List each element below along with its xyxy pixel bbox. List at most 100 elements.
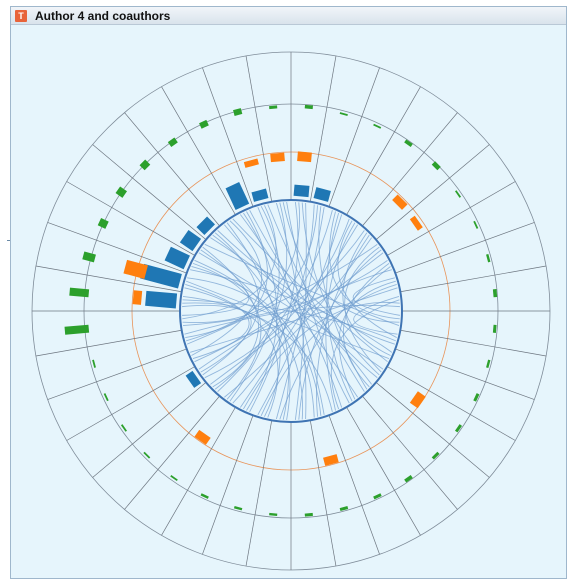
chord-link: [217, 230, 395, 345]
green-bar: [269, 105, 278, 110]
orange-bar: [392, 194, 408, 210]
sector-spoke: [309, 420, 337, 567]
window-titlebar[interactable]: T Author 4 and coauthors: [11, 7, 566, 25]
green-bar: [233, 506, 243, 511]
green-bar: [486, 359, 491, 369]
chord-link: [182, 259, 388, 327]
chord-link: [249, 202, 299, 413]
sector-spoke: [66, 181, 196, 256]
chord-link: [326, 212, 353, 402]
chord-link: [182, 302, 252, 376]
green-bar: [339, 112, 348, 116]
chord-link: [282, 202, 400, 323]
green-bar: [103, 393, 109, 402]
green-bar: [200, 493, 209, 499]
chord-link: [204, 218, 350, 379]
app-t-icon: T: [15, 9, 27, 22]
orange-bar: [270, 152, 285, 163]
sector-spoke: [66, 366, 196, 441]
chord-link: [186, 243, 378, 345]
blue-bar: [293, 184, 310, 198]
green-bar: [492, 324, 497, 333]
chord-link: [184, 287, 279, 418]
green-bar: [486, 253, 491, 263]
blue-bar: [140, 263, 182, 289]
green-bar: [473, 393, 480, 402]
blue-bar: [185, 370, 202, 388]
chord-link: [298, 249, 382, 420]
green-bar: [170, 474, 178, 482]
sector-spoke: [362, 395, 458, 510]
chord-link: [337, 220, 397, 338]
sector-spoke: [309, 55, 337, 202]
sector-spoke: [395, 222, 535, 274]
sector-spoke: [400, 329, 547, 357]
orange-bar: [297, 151, 312, 163]
green-bar: [92, 359, 96, 368]
green-bar: [304, 512, 313, 517]
green-bar: [373, 493, 382, 500]
sector-spoke: [400, 265, 547, 293]
green-bar: [82, 251, 96, 263]
orange-bar: [194, 429, 211, 445]
sector-spoke: [346, 86, 421, 216]
chord-link: [279, 266, 391, 420]
splitter-handle[interactable]: [7, 240, 10, 241]
sector-spoke: [245, 55, 273, 202]
sector-spoke: [35, 265, 182, 293]
sector-spoke: [328, 67, 380, 207]
sector-spoke: [328, 415, 380, 555]
sector-spoke: [92, 382, 207, 478]
circular-chord-chart: [31, 51, 551, 571]
green-bar: [69, 287, 90, 298]
sector-spoke: [47, 348, 187, 400]
green-bar: [64, 324, 90, 335]
chord-link: [186, 202, 301, 342]
chord-link: [212, 234, 290, 420]
chord-link: [239, 224, 359, 408]
chord-link: [338, 280, 396, 400]
chord-link: [267, 204, 365, 392]
green-bar: [143, 451, 151, 459]
chord-link: [343, 263, 390, 388]
chord-link: [301, 202, 380, 376]
sector-spoke: [202, 415, 254, 555]
blue-bar: [179, 230, 202, 252]
green-bar: [431, 451, 440, 460]
blue-bar: [313, 187, 331, 202]
sector-spoke: [161, 406, 236, 536]
chart-window: T Author 4 and coauthors: [10, 6, 567, 579]
chord-link: [210, 252, 384, 385]
blue-bar: [164, 246, 190, 270]
sector-spoke: [124, 112, 220, 227]
green-bar: [454, 424, 463, 433]
chord-link: [294, 202, 307, 420]
chord-link: [214, 202, 288, 390]
chord-link: [182, 205, 319, 323]
chord-link: [217, 210, 333, 392]
sector-spoke: [395, 348, 535, 400]
sector-spoke: [47, 222, 187, 274]
chord-bundle: [182, 202, 400, 420]
sector-spoke: [375, 382, 490, 478]
chord-link: [275, 207, 325, 420]
sector-spoke: [375, 144, 490, 240]
chord-link: [190, 287, 398, 353]
blue-bar: [225, 182, 250, 210]
green-bar: [339, 506, 349, 512]
green-bar: [139, 159, 151, 171]
green-bar: [431, 161, 441, 171]
inner-ring: [179, 199, 403, 423]
blue-bar: [251, 188, 269, 202]
orange-bar: [409, 215, 423, 231]
green-bar: [304, 104, 313, 110]
sector-spoke: [202, 67, 254, 207]
green-bar: [473, 220, 479, 229]
orange-bar: [323, 454, 339, 466]
chord-link: [330, 299, 400, 410]
chord-link: [232, 218, 388, 363]
sector-spoke: [35, 329, 182, 357]
blue-bar: [145, 290, 178, 309]
sector-spoke: [124, 395, 220, 510]
orange-bar: [123, 259, 148, 279]
